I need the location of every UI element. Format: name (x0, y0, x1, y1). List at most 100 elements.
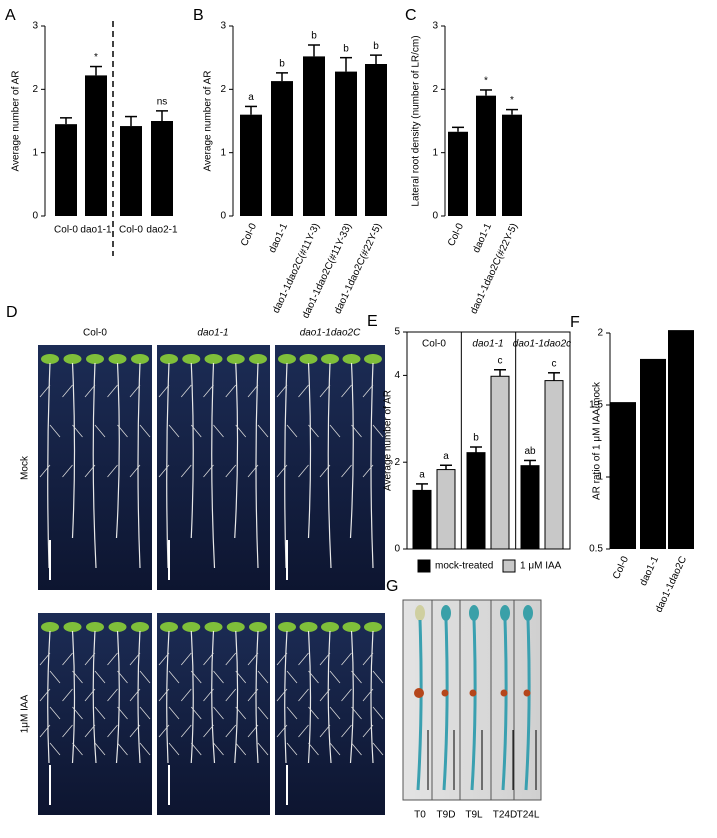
lateral-root (319, 688, 331, 702)
y-tick-label: 1.5 (589, 400, 603, 411)
lateral-root (49, 670, 61, 684)
cotyledon (415, 605, 425, 621)
plate (38, 613, 152, 815)
annotation: b (279, 59, 285, 70)
lateral-root (213, 706, 224, 720)
annotation: a (443, 451, 449, 462)
lateral-root (158, 688, 170, 702)
y-tick-label: 1 (32, 147, 38, 158)
lateral-root (362, 688, 374, 702)
lateral-root (168, 670, 180, 684)
x-tick-label: Col-0 (239, 221, 259, 248)
lateral-root (180, 688, 192, 702)
lateral-root (107, 724, 118, 738)
root (137, 630, 141, 764)
annotation: * (510, 95, 514, 106)
lateral-root (39, 724, 51, 738)
lateral-root (72, 670, 83, 684)
hypocotyl (501, 619, 508, 791)
leaf (108, 622, 127, 632)
root (370, 362, 374, 569)
bar (610, 402, 636, 549)
leaf (63, 622, 82, 632)
lateral-root (276, 724, 288, 738)
lateral-root (203, 384, 214, 398)
leaf (204, 354, 223, 364)
annotation: c (498, 355, 503, 366)
lateral-root (213, 742, 224, 756)
lateral-root (107, 688, 118, 702)
annotation: b (473, 433, 479, 444)
row-label: Mock (20, 455, 31, 480)
legend-swatch (417, 559, 431, 573)
lateral-root (298, 384, 309, 398)
lateral-root (298, 724, 309, 738)
lateral-root (247, 384, 259, 398)
y-tick-label: 0 (394, 544, 400, 555)
y-tick-label: 0.5 (589, 544, 603, 555)
lateral-root (247, 464, 259, 478)
bar (412, 489, 432, 550)
lateral-root (276, 688, 288, 702)
y-tick-label: 0 (432, 211, 438, 222)
leaf (204, 622, 223, 632)
lateral-root (286, 706, 298, 720)
bar (490, 375, 510, 550)
lateral-root (213, 670, 224, 684)
legend-swatch (502, 559, 516, 573)
lateral-root (117, 424, 128, 438)
lateral-root (308, 670, 319, 684)
lateral-root (235, 670, 247, 684)
bar (303, 56, 325, 217)
y-tick-label: 3 (432, 21, 438, 32)
lateral-root (180, 652, 192, 666)
root (47, 630, 51, 764)
leaf (41, 622, 59, 632)
annotation: b (311, 31, 317, 42)
lateral-root (94, 424, 106, 438)
legend-label: 1 μM IAA (520, 561, 562, 572)
y-tick-label: 2 (220, 84, 226, 95)
y-axis-label: Lateral root density (number of LR/cm) (411, 35, 422, 206)
group-label: dao1-1 (472, 339, 503, 350)
annotation: b (373, 41, 379, 52)
seedling-photos (38, 345, 385, 815)
lateral-root (225, 464, 237, 478)
panel-label: D (6, 304, 18, 321)
seed-coat (523, 689, 531, 697)
lateral-root (308, 424, 319, 438)
bar (271, 81, 293, 216)
y-tick-label: 0 (32, 211, 38, 222)
root (307, 362, 312, 539)
leaf (249, 354, 267, 364)
lateral-root (39, 688, 51, 702)
annotation: b (343, 43, 349, 54)
group-label: Col-0 (422, 339, 446, 350)
lateral-root (298, 652, 309, 666)
x-tick-label: dao1-1dao2C(#22Y-5) (468, 222, 520, 316)
lateral-root (158, 652, 170, 666)
lateral-root (319, 724, 331, 738)
y-tick-label: 2 (597, 328, 603, 339)
root (92, 362, 97, 569)
bar (640, 358, 666, 549)
y-axis-label: Average number of AR (11, 71, 22, 172)
bar (365, 64, 387, 216)
y-tick-label: 2 (394, 457, 400, 468)
bar (544, 380, 564, 550)
lateral-root (362, 724, 374, 738)
plate (157, 613, 270, 815)
lateral-root (351, 742, 362, 756)
root (47, 362, 51, 569)
x-tick-label: Col-0 (54, 225, 78, 236)
lateral-root (329, 424, 341, 438)
lateral-root (129, 384, 141, 398)
gus-seedlings: T0 T9D T9L T24D T24L (414, 600, 540, 821)
bar (520, 465, 540, 550)
lateral-root (372, 742, 384, 756)
y-axis-label: Average number of AR (203, 71, 214, 172)
leaf (41, 354, 59, 364)
lateral-root (257, 424, 269, 438)
lateral-root (168, 706, 180, 720)
lateral-root (286, 424, 298, 438)
